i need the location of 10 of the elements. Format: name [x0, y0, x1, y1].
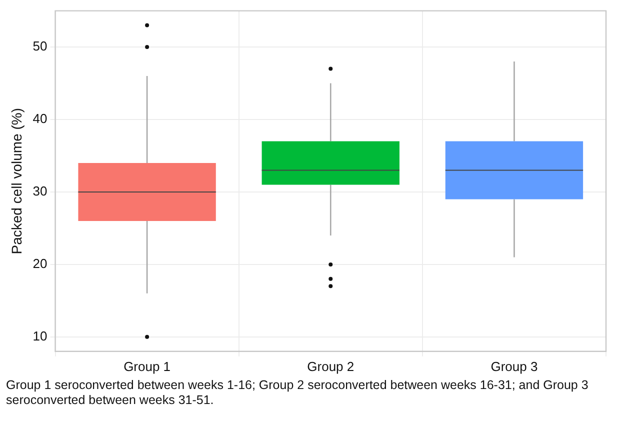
y-axis-title: Packed cell volume (%) [8, 108, 24, 254]
x-tick-label: Group 1 [124, 358, 171, 374]
text: Group 1 seroconverted between weeks 1-16; Group 2 seroconverted between weeks 16-31; and Group 3 seroconverted between weeks 31-51. [6, 378, 590, 408]
y-tick-label: 50 [32, 38, 48, 54]
y-tick-label: 10 [32, 328, 48, 344]
y-tick-label: 30 [32, 184, 48, 199]
x-tick-label: Group 3 [490, 358, 538, 374]
x-tick-label: Group 2 [307, 358, 354, 374]
y-tick-label: 40 [32, 111, 48, 126]
y-tick-label: 20 [32, 256, 48, 272]
